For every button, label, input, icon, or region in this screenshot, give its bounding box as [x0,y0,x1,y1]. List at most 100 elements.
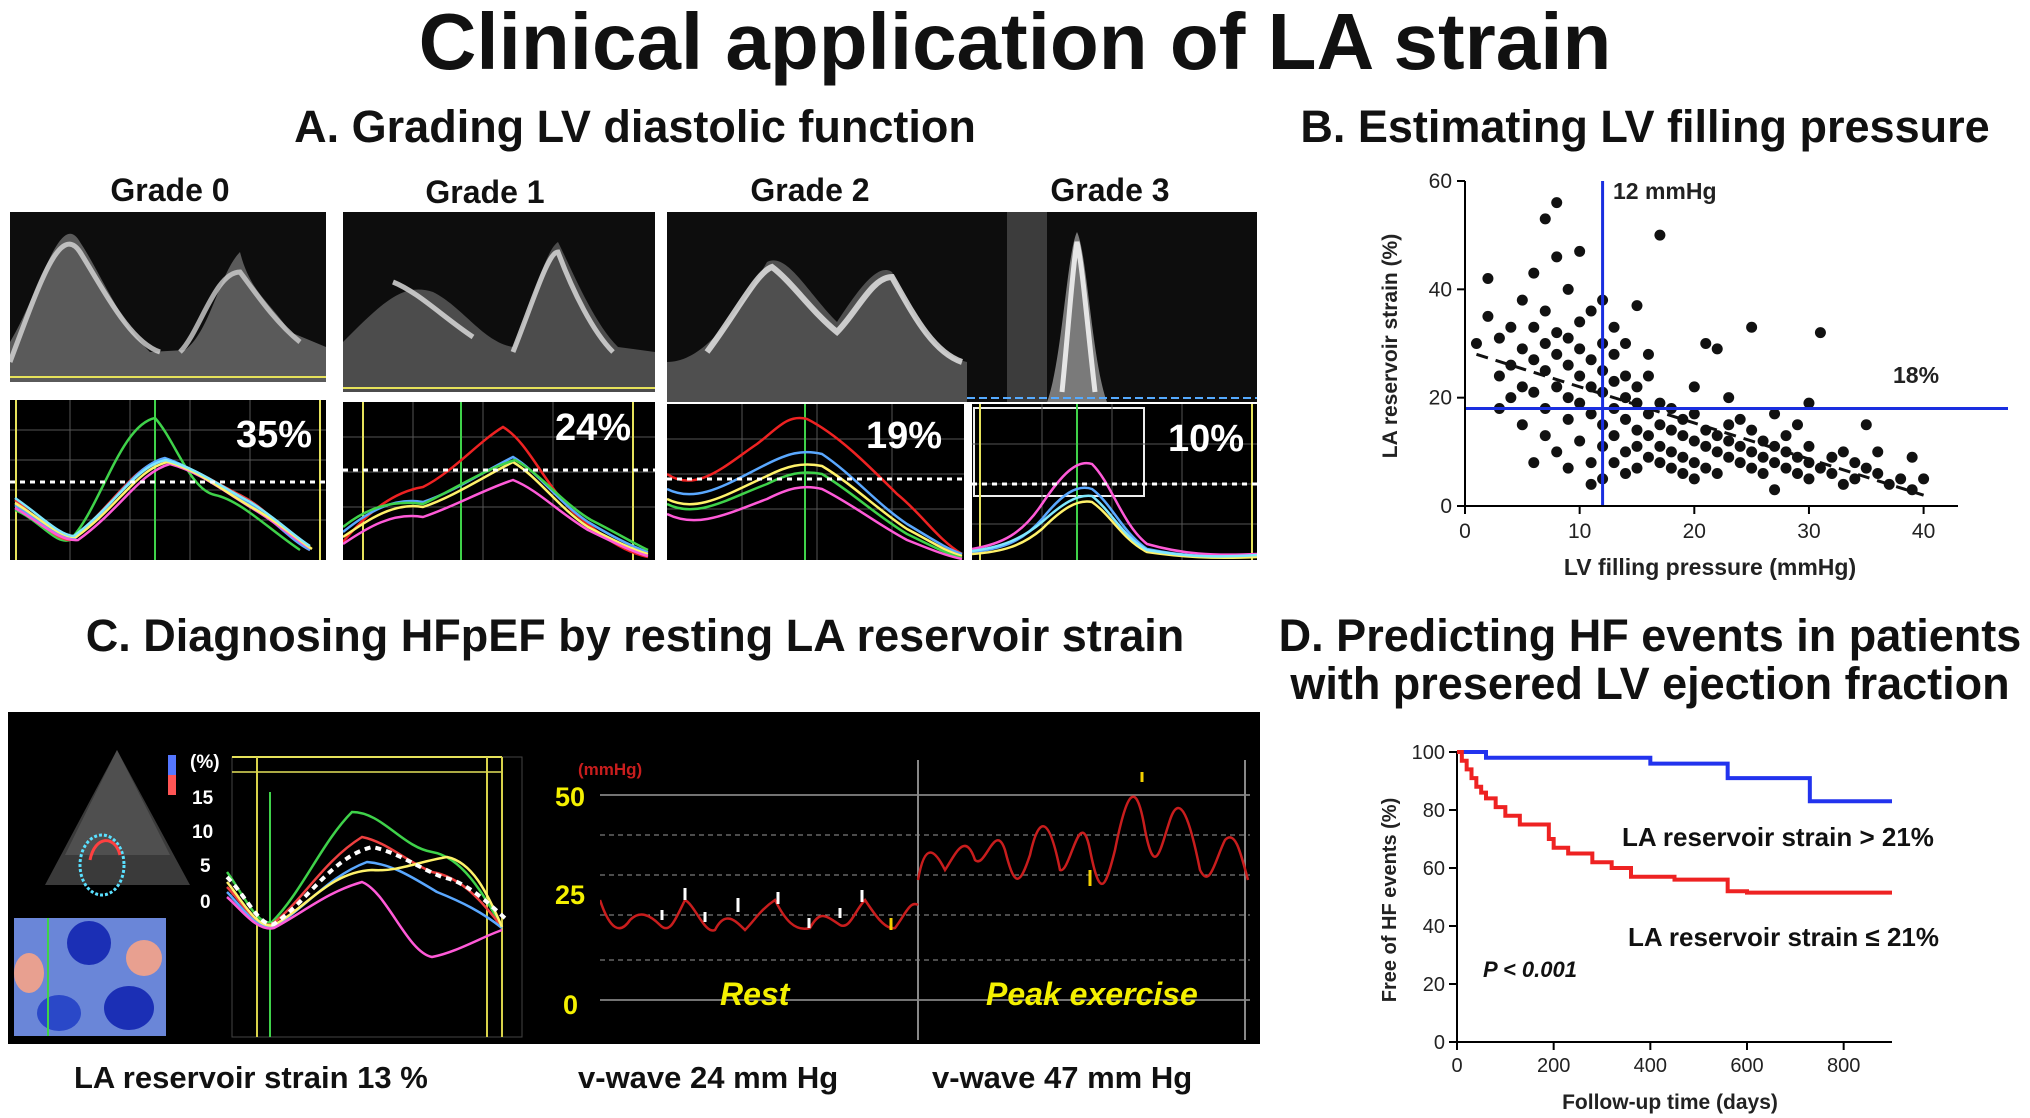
scatter-point [1562,332,1574,344]
scatter-point [1769,457,1781,469]
scatter-point [1769,484,1781,496]
scatter-point [1574,397,1586,409]
km-y-tick-label: 20 [1423,974,1445,996]
km-y-tick-label: 40 [1423,916,1445,938]
scatter-point [1539,305,1551,317]
scatter-point [1654,440,1666,452]
scatter-point [1516,381,1528,393]
scatter-point [1665,446,1677,458]
km-y-tick-label: 80 [1423,800,1445,822]
scatter-point [1620,392,1632,404]
scatter-point [1551,251,1563,263]
grade-2-strain-value: 19% [866,415,943,457]
scatter-point [1539,365,1551,377]
scatter-point [1551,197,1563,209]
scatter-point [1620,413,1632,425]
grade-2-label: Grade 2 [750,172,870,208]
y-tick-label: 20 [1429,387,1452,410]
trend-line [1476,352,1925,497]
caption-la-reservoir-strain: LA reservoir strain 13 % [74,1060,428,1095]
scatter-point [1562,462,1574,474]
rest-label: Rest [720,976,790,1012]
scatter-point [1551,348,1563,360]
scatter-point [1585,478,1597,490]
scatter-point [1608,430,1620,442]
scatter-point [1528,321,1540,333]
scatter-point [1677,468,1689,479]
scatter-point [1642,348,1654,360]
x-tick-label: 20 [1683,520,1706,543]
panel-a-heading: A. Grading LV diastolic function [294,101,976,152]
grade-0-label: Grade 0 [110,172,230,208]
scatter-point [1688,435,1700,447]
scatter-point [1723,392,1735,404]
y-axis-label: LA reservoir strain (%) [1379,234,1402,458]
km-y-tick-label: 0 [1434,1032,1445,1054]
scatter-point [1585,457,1597,469]
scatter-point [1906,484,1918,496]
scatter-point [1700,440,1712,452]
scatter-point [1872,446,1884,458]
y-axis-ticks: 0 20 40 60 [1429,170,1465,518]
scatter-point [1700,462,1712,474]
panel-c-heading: C. Diagnosing HFpEF by resting LA reserv… [85,610,1185,661]
grade-3-strain-curve [972,404,1257,560]
scatter-point [1723,419,1735,431]
scatter-point [1642,370,1654,382]
hfpef-strain-curve-chart [225,756,523,1038]
scatter-point [1585,381,1597,393]
strain-unit-label: (%) [190,752,220,773]
peak-exercise-label: Peak exercise [986,976,1198,1012]
grade-2-doppler-image [667,212,967,402]
km-curve-high-strain [1457,750,1892,804]
scatter-point [1814,462,1826,474]
scatter-point [1746,321,1758,333]
scatter-point [1814,327,1826,339]
km-x-axis-label: Follow-up time (days) [1562,1091,1778,1114]
scatter-point [1642,430,1654,442]
hfpef-black-panel [8,712,1260,1044]
scatter-point [1620,370,1632,382]
pressure-tick-25: 25 [555,880,586,910]
scatter-point [1620,446,1632,458]
pressure-unit-label: (mmHg) [578,760,643,779]
grade-1-label: Grade 1 [425,174,545,210]
pressure-tick-0: 0 [563,990,579,1020]
scatter-point [1700,338,1712,349]
scatter-point [1631,462,1643,474]
scatter-point [1505,321,1517,333]
scatter-point [1837,446,1849,458]
scatter-point [1631,381,1643,393]
scatter-point [1528,457,1540,469]
grade-3-strain-value: 10% [1168,418,1245,460]
scatter-point [1516,343,1528,355]
scatter-point [1620,338,1632,349]
echo-apical-view-image [40,745,195,910]
scatter-point [1711,430,1723,442]
x-tick-label: 10 [1568,520,1591,543]
scatter-point [1665,462,1677,474]
scatter-point [1757,468,1769,479]
scatter-point [1608,348,1620,360]
scatter-point [1769,408,1781,420]
km-y-axis-ticks: 0 20 40 60 80 100 [1412,742,1457,1054]
x-tick-label: 0 [1459,520,1471,543]
km-x-tick-label: 200 [1537,1055,1570,1077]
scatter-point [1608,457,1620,469]
scatter-point [1849,457,1861,469]
km-y-axis-label: Free of HF events (%) [1379,798,1401,1002]
scatter-point [1528,267,1540,279]
scatter-point [1757,435,1769,447]
scatter-point [1482,273,1494,284]
panel-d-heading-line2: with presered LV ejection fraction [1290,658,2010,709]
scatter-point [1688,457,1700,469]
grade-1-doppler-image [343,212,655,392]
scatter-point [1539,338,1551,349]
grade-3-doppler-image [967,212,1257,402]
km-x-tick-label: 400 [1634,1055,1667,1077]
km-y-tick-label: 100 [1412,742,1445,764]
scatter-point [1780,462,1792,474]
strain-tick-15: 15 [192,788,214,809]
scatter-point [1631,424,1643,436]
